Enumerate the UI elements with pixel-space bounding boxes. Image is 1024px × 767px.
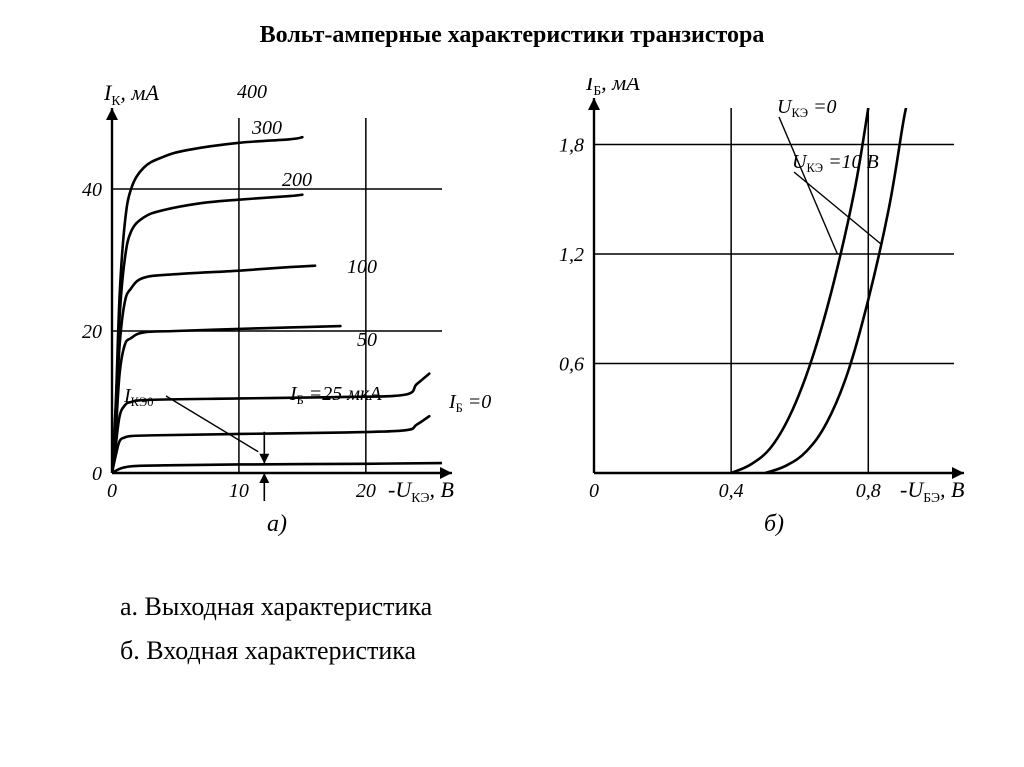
svg-text:IБ =25 мкА: IБ =25 мкА (289, 383, 382, 407)
svg-text:-UБЭ, В: -UБЭ, В (900, 477, 965, 505)
svg-text:0,4: 0,4 (719, 480, 744, 502)
page-title: Вольт-амперные характеристики транзистор… (0, 22, 1024, 49)
svg-text:б): б) (764, 511, 784, 537)
svg-text:0: 0 (107, 480, 117, 502)
captions: а. Выходная характеристика б. Входная ха… (120, 585, 432, 673)
svg-text:IБ, мА: IБ, мА (585, 78, 640, 98)
chart-b: 0 0,4 0,8 0,6 1,2 1,8 IБ, мА -UБЭ, В UКЭ =0 UКЭ =… (522, 78, 992, 538)
svg-text:-UКЭ, В: -UКЭ, В (388, 477, 454, 505)
svg-text:200: 200 (282, 169, 312, 191)
svg-text:1,2: 1,2 (559, 244, 584, 266)
caption-b: б. Входная характеристика (120, 629, 432, 673)
svg-text:20: 20 (356, 480, 376, 502)
svg-text:300: 300 (251, 117, 282, 139)
svg-text:0: 0 (92, 463, 102, 485)
chart-a: 0102002040IК, мА-UКЭ, В40030020010050IБ … (42, 78, 502, 538)
charts-container: 0102002040IК, мА-UКЭ, В40030020010050IБ … (42, 78, 982, 538)
svg-text:UКЭ =0: UКЭ =0 (777, 96, 837, 120)
svg-text:0,6: 0,6 (559, 354, 584, 376)
svg-text:UКЭ =10 В: UКЭ =10 В (792, 151, 879, 175)
svg-text:IК, мА: IК, мА (103, 80, 159, 108)
svg-text:400: 400 (237, 81, 267, 103)
svg-text:20: 20 (82, 321, 102, 343)
svg-text:1,8: 1,8 (559, 135, 584, 157)
svg-text:0: 0 (589, 480, 599, 502)
svg-text:а): а) (267, 511, 287, 537)
svg-text:50: 50 (357, 329, 377, 351)
caption-a: а. Выходная характеристика (120, 585, 432, 629)
svg-text:IБ =0: IБ =0 (448, 391, 491, 415)
svg-text:0,8: 0,8 (856, 480, 881, 502)
svg-text:40: 40 (82, 179, 102, 201)
svg-text:100: 100 (347, 256, 377, 278)
svg-text:10: 10 (229, 480, 249, 502)
